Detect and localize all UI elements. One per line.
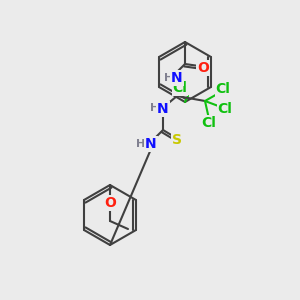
- Text: H: H: [150, 103, 160, 113]
- Text: N: N: [157, 102, 169, 116]
- Text: H: H: [164, 73, 174, 83]
- Text: Cl: Cl: [202, 116, 216, 130]
- Text: H: H: [136, 139, 146, 149]
- Text: Cl: Cl: [172, 81, 188, 95]
- Text: O: O: [104, 196, 116, 210]
- Text: O: O: [197, 61, 209, 75]
- Text: Cl: Cl: [218, 102, 232, 116]
- Text: Cl: Cl: [216, 82, 230, 96]
- Text: N: N: [145, 137, 157, 151]
- Text: S: S: [172, 133, 182, 147]
- Text: N: N: [171, 71, 183, 85]
